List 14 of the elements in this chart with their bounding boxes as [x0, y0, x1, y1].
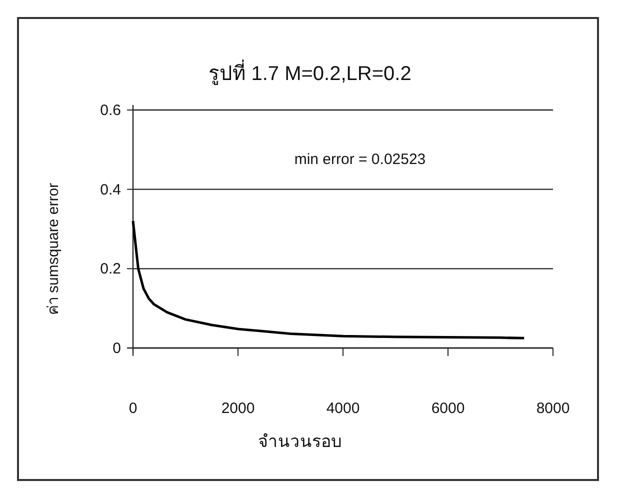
y-tick-label: 0.6	[100, 102, 121, 119]
y-axis-title: ค่า sumsquare error	[45, 182, 62, 316]
y-tick-label: 0	[112, 340, 121, 357]
x-tick-label: 4000	[326, 400, 360, 417]
x-tick-label: 6000	[431, 400, 465, 417]
chart-title: รูปที่ 1.7 M=0.2,LR=0.2	[208, 59, 412, 86]
y-tick-label: 0.4	[100, 181, 121, 198]
x-axis-title: จำนวนรอบ	[258, 432, 342, 451]
line-series	[132, 220, 526, 340]
y-tick-label: 0.2	[100, 260, 121, 278]
x-tick-label: 2000	[221, 400, 255, 417]
x-tick-label: 0	[128, 400, 138, 417]
annotation: min error = 0.02523	[294, 151, 426, 168]
x-tick-label: 8000	[536, 400, 570, 417]
